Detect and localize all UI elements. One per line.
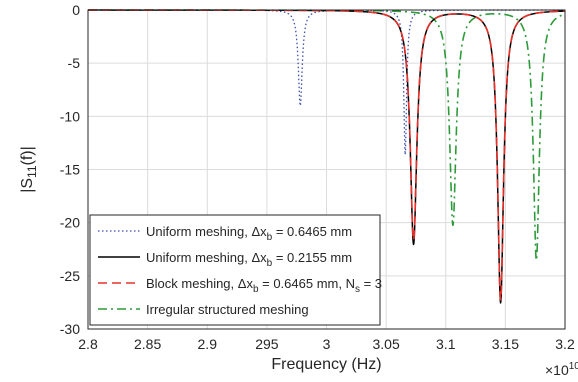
y-tick-label: 0 <box>72 2 80 18</box>
y-axis-label-tail: (f)| <box>19 146 36 165</box>
x-tick-label: 3.05 <box>373 336 400 352</box>
y-tick-label: -5 <box>68 55 81 71</box>
x-multiplier-exp: 10 <box>569 361 578 372</box>
legend-entry: Uniform meshing, Δxb = 0.6465 mm <box>146 224 352 243</box>
y-tick-label: -30 <box>60 321 80 337</box>
y-tick-labels: 0 -5 -10 -15 -20 -25 -30 <box>60 2 80 337</box>
x-multiplier-base: ×10 <box>545 362 569 378</box>
legend-entry: Uniform meshing, Δxb = 0.2155 mm <box>146 250 352 269</box>
legend: Uniform meshing, Δxb = 0.6465 mm Uniform … <box>89 214 382 326</box>
x-tick-labels: 2.8 2.85 2.9 295 3 3.05 3.1 3.15 3.2 <box>78 336 575 352</box>
y-axis-label: |S11(f)| <box>19 146 39 193</box>
y-axis-label-main: |S <box>19 178 36 193</box>
x-tick-label: 3.15 <box>492 336 519 352</box>
x-axis-multiplier: ×1010 <box>545 361 578 378</box>
plot-frame <box>87 9 566 330</box>
series-line-3 <box>87 9 566 301</box>
x-tick-label: 2.9 <box>198 336 218 352</box>
x-tick-label: 2.85 <box>134 336 161 352</box>
x-tick-label: 3 <box>323 336 331 352</box>
y-tick-label: -20 <box>60 215 80 231</box>
y-axis-label-sub: 11 <box>25 165 39 178</box>
y-tick-label: -15 <box>60 162 80 178</box>
x-tick-label: 2.8 <box>78 336 98 352</box>
x-axis-label: Frequency (Hz) <box>271 356 381 373</box>
x-tick-label: 295 <box>255 336 279 352</box>
legend-entry: Irregular structured meshing <box>146 302 309 317</box>
legend-box <box>89 214 381 326</box>
y-tick-label: -25 <box>60 268 80 284</box>
legend-entry: Block meshing, Δxb = 0.6465 mm, Ns = 3 <box>146 276 382 295</box>
y-tick-label: -10 <box>60 108 80 124</box>
x-tick-label: 3.1 <box>436 336 456 352</box>
x-tick-label: 3.2 <box>555 336 575 352</box>
